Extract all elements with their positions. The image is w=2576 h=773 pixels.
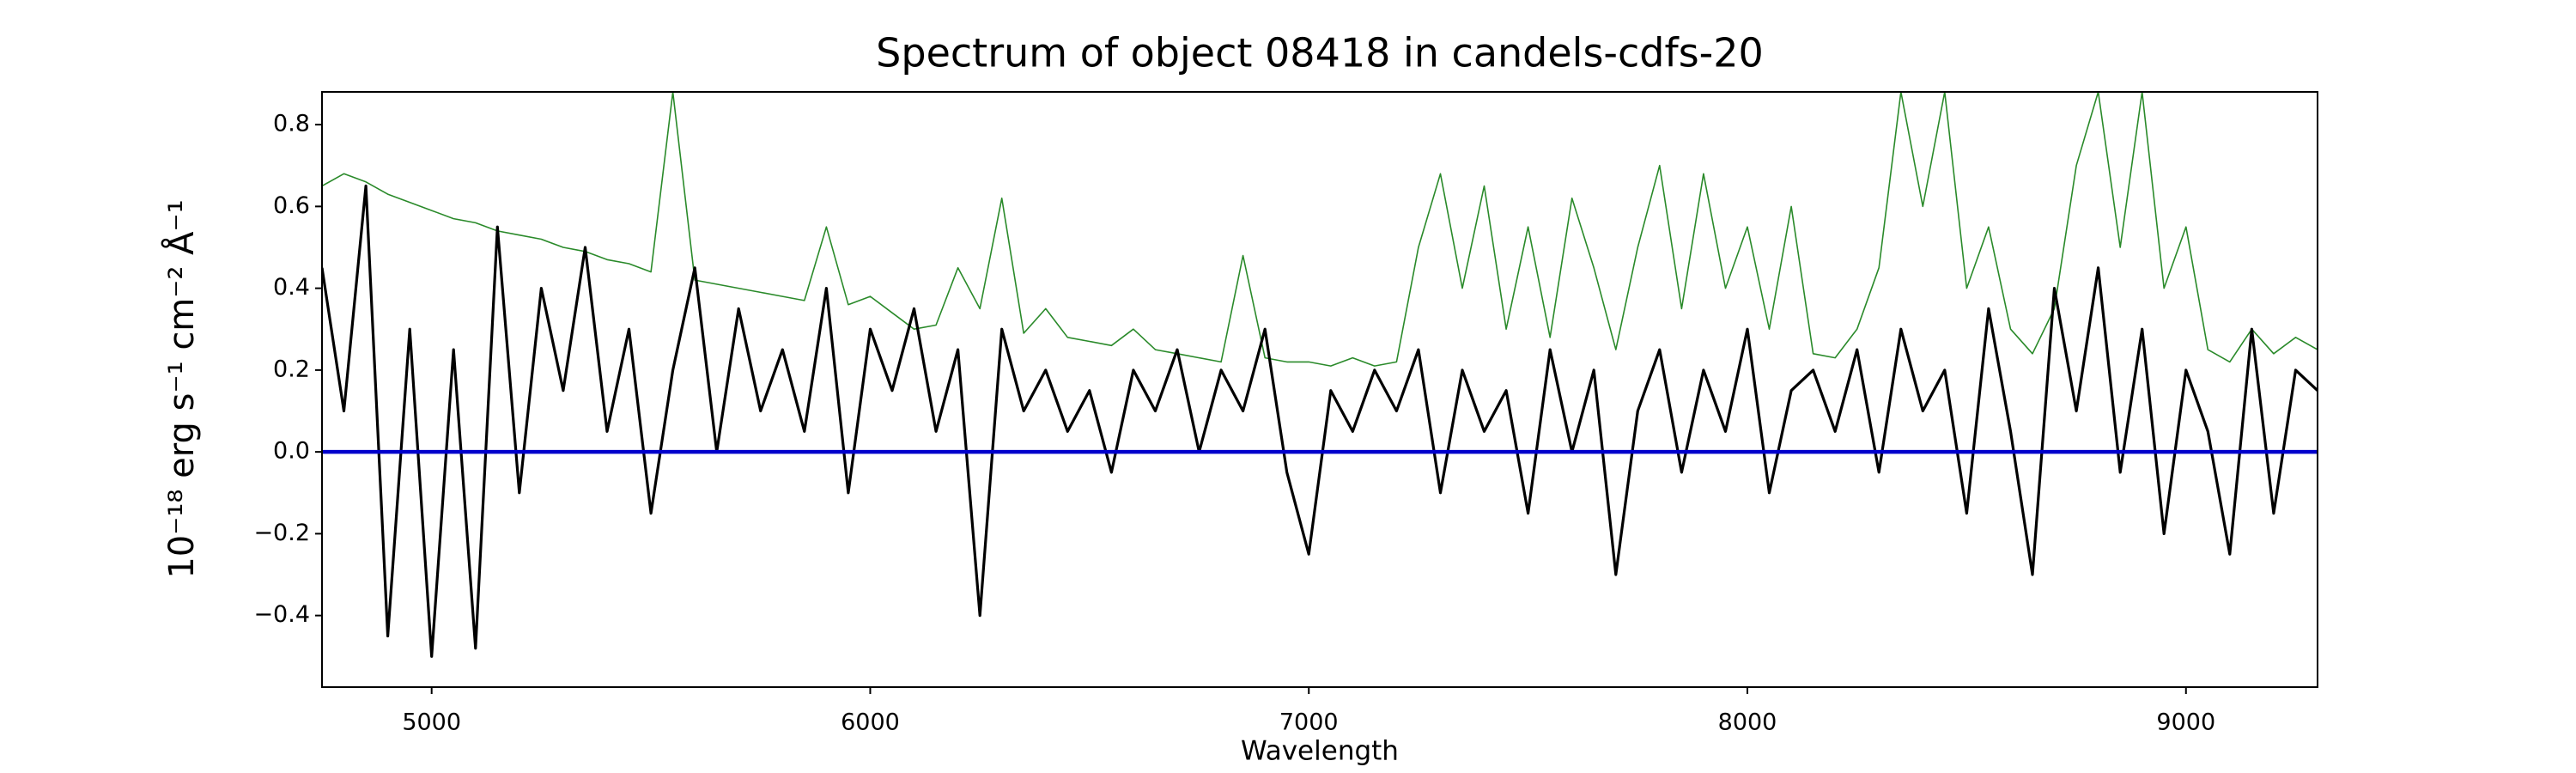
y-tick-label: 0.4 xyxy=(273,274,310,301)
y-tick-label: 0.0 xyxy=(273,438,310,465)
y-tick-label: −0.4 xyxy=(253,601,310,628)
y-tick-label: 0.6 xyxy=(273,192,310,219)
x-axis-label: Wavelength xyxy=(1241,736,1399,767)
axes-frame xyxy=(321,91,2318,688)
series-line xyxy=(322,92,2318,367)
series-line xyxy=(322,184,2318,658)
x-tick-label: 8000 xyxy=(1718,709,1777,736)
x-tick-label: 7000 xyxy=(1279,709,1339,736)
y-tick-label: −0.2 xyxy=(253,520,310,546)
x-tick-label: 6000 xyxy=(841,709,900,736)
y-tick-label: 0.2 xyxy=(273,356,310,382)
x-tick-label: 5000 xyxy=(402,709,461,736)
y-tick-label: 0.8 xyxy=(273,111,310,137)
x-tick-label: 9000 xyxy=(2156,709,2215,736)
chart-title: Spectrum of object 08418 in candels-cdfs… xyxy=(876,30,1764,76)
y-axis-label: 10⁻¹⁸ erg s⁻¹ cm⁻² Å⁻¹ xyxy=(161,199,202,578)
plot-area xyxy=(322,92,2318,658)
